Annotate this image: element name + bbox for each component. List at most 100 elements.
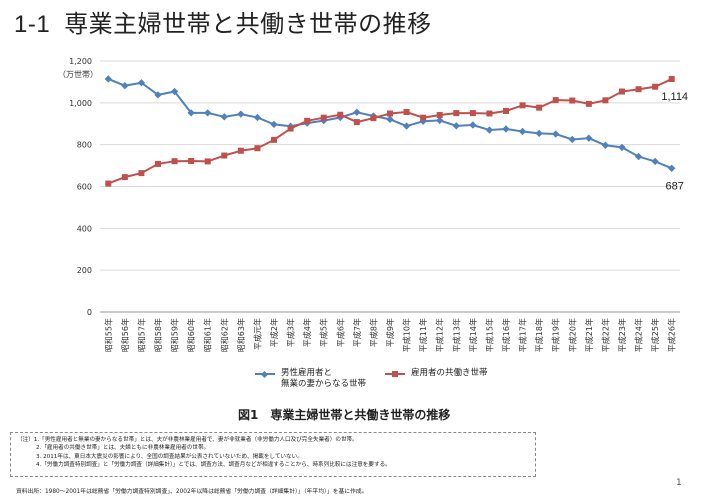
data-point — [304, 117, 311, 124]
end-value-label: 1,114 — [661, 91, 688, 103]
data-point — [602, 97, 609, 104]
x-tick-label: 平成元年 — [252, 318, 262, 350]
data-point — [601, 141, 610, 149]
y-tick-label: 800 — [77, 141, 92, 150]
data-point — [220, 113, 228, 121]
data-point — [552, 130, 560, 138]
data-point — [138, 170, 145, 177]
data-point — [485, 126, 494, 134]
data-point — [535, 129, 543, 138]
data-point — [154, 91, 162, 99]
x-tick-label: 平成15年 — [484, 318, 494, 352]
chart-series: 687 1,114 — [104, 75, 688, 192]
data-point — [420, 114, 427, 121]
x-tick-labels: 昭和55年 昭和56年 昭和57年 昭和58年 昭和59年 昭和60年 昭和61年 昭和62年… — [103, 318, 676, 352]
y-tick-label: 400 — [77, 224, 92, 233]
data-point — [536, 104, 543, 111]
y-tick-labels: 0 200 400 600 800 1,000 1,200 — [69, 57, 92, 317]
data-point — [121, 174, 128, 181]
legend-label-dual-earner: 雇用者の共働き世帯 — [411, 368, 488, 378]
data-point — [237, 147, 244, 154]
note-1: （注）1.「男性雇用者と無業の妻からなる世帯」とは、夫が非農林業雇用者で、妻が非… — [17, 437, 358, 443]
data-point — [271, 136, 277, 143]
data-point — [137, 79, 146, 87]
x-tick-label: 平成7年 — [352, 318, 362, 347]
x-tick-label: 平成13年 — [451, 318, 461, 352]
x-tick-label: 平成9年 — [385, 318, 395, 347]
y-axis-label: （万世帯） — [58, 69, 98, 79]
note-2: 2.「雇用者の共働き世帯」とは、夫婦ともに非農林業雇用者の世帯。 — [36, 445, 210, 452]
x-tick-label: 平成23年 — [617, 318, 627, 352]
page-title: 1-1 専業主婦世帯と共働き世帯の推移 — [14, 4, 432, 39]
x-tick-label: 平成18年 — [534, 318, 544, 352]
data-point — [370, 115, 377, 122]
data-point — [436, 116, 444, 125]
data-point — [585, 134, 593, 142]
x-tick-label: 平成4年 — [302, 318, 312, 347]
y-tick-label: 600 — [77, 183, 92, 192]
legend-label-male-earner-line1: 男性雇用者と — [281, 368, 333, 378]
series-line — [107, 78, 673, 170]
data-point — [486, 110, 493, 117]
x-tick-label: 昭和56年 — [120, 318, 130, 352]
note-4: 4.「労働力調査特別調査」と「労働力調査（詳細集計）」とでは、調査方法、調査月な… — [36, 462, 391, 469]
x-tick-label: 平成11年 — [418, 318, 428, 352]
x-tick-label: 昭和62年 — [219, 318, 229, 352]
x-tick-label: 平成19年 — [551, 318, 561, 352]
data-point — [634, 152, 643, 161]
notes-box: （注）1.「男性雇用者と無業の妻からなる世帯」とは、夫が非農林業雇用者で、妻が非… — [10, 432, 536, 477]
data-point — [386, 115, 394, 124]
data-point — [619, 88, 625, 95]
data-point — [668, 75, 675, 82]
x-tick-label: 昭和63年 — [236, 318, 246, 352]
data-point — [552, 97, 559, 104]
x-tick-label: 昭和60年 — [186, 318, 196, 352]
data-point — [320, 114, 327, 121]
x-tick-label: 平成24年 — [634, 318, 644, 352]
y-tick-label: 1,200 — [69, 57, 92, 66]
section-number: 1-1 — [14, 11, 51, 38]
end-value-label: 687 — [666, 180, 684, 192]
x-tick-label: 平成8年 — [368, 318, 378, 347]
data-point — [469, 121, 477, 129]
data-point — [453, 110, 460, 117]
data-point — [652, 83, 659, 90]
x-tick-label: 平成12年 — [435, 318, 445, 352]
data-point — [635, 86, 642, 93]
y-tick-label: 1,000 — [69, 99, 92, 108]
data-point — [651, 157, 659, 166]
data-point — [568, 135, 576, 144]
x-tick-label: 平成16年 — [501, 318, 511, 352]
x-tick-label: 平成26年 — [667, 318, 677, 352]
x-tick-label: 平成20年 — [567, 318, 577, 352]
x-tick-label: 昭和59年 — [170, 318, 180, 352]
data-point — [253, 113, 262, 122]
x-tick-label: 平成6年 — [335, 318, 345, 347]
data-point — [518, 127, 527, 136]
chart-grid — [100, 60, 680, 313]
data-point — [569, 97, 576, 104]
data-point — [121, 82, 129, 90]
source-note: 資料出所：1980～2001年は総務省「労働力調査特別調査」、2002年以降は総… — [16, 489, 368, 495]
x-tick-label: 昭和55年 — [103, 318, 113, 352]
data-point — [170, 87, 179, 96]
data-point — [469, 110, 476, 117]
x-tick-label: 平成21年 — [584, 318, 594, 352]
data-point — [188, 157, 195, 164]
chart-legend: 男性雇用者と 無業の妻からなる世帯 雇用者の共働き世帯 — [255, 368, 575, 392]
data-point — [105, 180, 112, 187]
x-tick-label: 平成3年 — [286, 318, 296, 347]
x-tick-label: 平成17年 — [518, 318, 528, 352]
x-tick-label: 平成5年 — [319, 318, 329, 347]
line-chart: （万世帯） 0 200 400 600 800 1,000 1,200 昭和55年 昭和56年… — [58, 57, 688, 352]
data-point — [387, 110, 393, 117]
note-3: 3. 2011年は、東日本大震災の影響により、全国の調査結果が公表されていないた… — [36, 453, 303, 460]
y-tick-label: 0 — [87, 308, 92, 317]
data-point — [436, 111, 443, 118]
data-point — [403, 109, 410, 116]
title-text: 専業主婦世帯と共働き世帯の推移 — [64, 10, 432, 38]
data-point — [402, 122, 411, 130]
data-point — [270, 120, 278, 129]
data-point — [668, 164, 676, 172]
data-point — [204, 109, 212, 117]
